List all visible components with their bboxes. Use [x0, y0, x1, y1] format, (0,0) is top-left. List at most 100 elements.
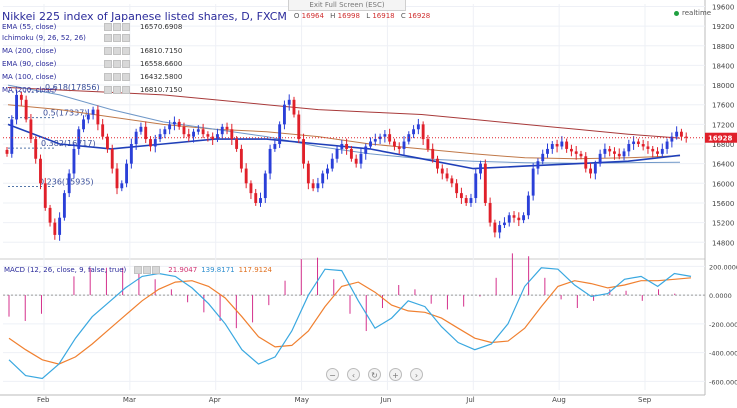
candle-body	[651, 148, 655, 152]
candle-body	[263, 173, 267, 199]
candle-body	[593, 163, 597, 174]
eye-icon[interactable]	[104, 34, 112, 42]
candle-body	[172, 121, 176, 125]
settings-icon[interactable]	[143, 266, 152, 274]
candle-body	[679, 131, 683, 137]
candle-body	[278, 124, 282, 145]
macd-header[interactable]: MACD (12, 26, close, 9, false, true) 21.…	[4, 266, 273, 274]
candle-body	[393, 141, 396, 147]
moving-average-line	[7, 84, 681, 164]
close-icon[interactable]	[122, 23, 130, 31]
candle-body	[670, 136, 674, 142]
candle-body	[479, 163, 482, 174]
indicator-row[interactable]: MA (200, close) 16810.7150	[2, 47, 183, 55]
candle-body	[536, 161, 540, 169]
macd-y-tick-label: -400.0000	[709, 350, 737, 358]
candle-body	[574, 151, 578, 154]
x-tick-label: Jun	[379, 396, 391, 404]
zoom-in-icon[interactable]: +	[389, 368, 402, 381]
close-icon[interactable]	[122, 47, 130, 55]
candle-body	[464, 198, 468, 203]
candle-body	[316, 183, 320, 189]
candle-body	[603, 148, 607, 154]
ohlc-readout: O 16964 H 16998 L 16918 C 16928	[293, 12, 431, 20]
candle-body	[660, 148, 664, 154]
candle-body	[216, 134, 219, 140]
candle-body	[656, 151, 659, 154]
fib-level-label: 0.382(16717)	[41, 139, 96, 148]
close-icon[interactable]	[122, 34, 130, 42]
y-tick-label: 19600	[712, 3, 734, 11]
settings-icon[interactable]	[113, 86, 121, 94]
indicator-row[interactable]: EMA (90, close) 16558.6600	[2, 60, 183, 68]
candle-body	[82, 119, 85, 130]
scroll-left-icon[interactable]: ‹	[347, 368, 360, 381]
macd-signal-line	[8, 277, 692, 365]
eye-icon[interactable]	[104, 73, 112, 81]
candle-body	[531, 168, 535, 196]
y-tick-label: 15600	[712, 200, 734, 208]
close-icon[interactable]	[152, 266, 161, 274]
candle-body	[149, 139, 152, 147]
reset-icon[interactable]: ↻	[368, 368, 381, 381]
candle-body	[249, 183, 253, 194]
indicator-row[interactable]: MA (200, close) 16810.7150	[2, 86, 183, 94]
candle-body	[646, 146, 650, 149]
candle-body	[565, 141, 569, 149]
candle-body	[115, 168, 119, 189]
eye-icon[interactable]	[104, 60, 112, 68]
candle-body	[335, 148, 339, 159]
candle-body	[326, 168, 329, 174]
settings-icon[interactable]	[113, 34, 121, 42]
candle-body	[378, 136, 382, 140]
candle-body	[5, 149, 9, 154]
indicator-row[interactable]: EMA (55, close) 16570.6908	[2, 23, 183, 31]
realtime-dot-icon	[674, 10, 679, 16]
exit-full-screen-button[interactable]: Exit Full Screen (ESC)	[288, 0, 406, 11]
fib-level-label: 0.618(17856)	[45, 83, 100, 92]
close-icon[interactable]	[122, 60, 130, 68]
eye-icon[interactable]	[134, 266, 143, 274]
chart-title: Nikkei 225 index of Japanese listed shar…	[2, 9, 287, 23]
x-tick-label: Feb	[37, 396, 50, 404]
candle-body	[617, 153, 621, 157]
candle-body	[206, 134, 210, 137]
candle-body	[259, 198, 262, 203]
candle-body	[349, 148, 353, 159]
scroll-right-icon[interactable]: ›	[410, 368, 423, 381]
indicator-row[interactable]: Ichimoku (9, 26, 52, 26)	[2, 33, 140, 43]
candle-body	[373, 139, 377, 142]
candle-body	[230, 129, 234, 140]
candle-body	[120, 183, 124, 189]
candle-body	[192, 131, 195, 137]
candle-body	[134, 131, 138, 145]
candle-body	[268, 148, 272, 174]
candle-body	[503, 222, 506, 226]
settings-icon[interactable]	[113, 73, 121, 81]
realtime-indicator: realtime	[674, 9, 711, 17]
close-icon[interactable]	[122, 86, 130, 94]
settings-icon[interactable]	[113, 23, 121, 31]
open-value: 16964	[301, 12, 324, 20]
candle-body	[306, 163, 310, 184]
candle-body	[546, 148, 549, 154]
indicator-row[interactable]: MA (100, close) 16432.5800	[2, 73, 183, 81]
settings-icon[interactable]	[113, 60, 121, 68]
y-tick-label: 18000	[712, 82, 734, 90]
eye-icon[interactable]	[104, 23, 112, 31]
candle-body	[641, 144, 645, 147]
settings-icon[interactable]	[113, 47, 121, 55]
low-value: 16918	[372, 12, 395, 20]
candle-body	[340, 144, 344, 149]
candle-body	[569, 148, 573, 152]
zoom-out-icon[interactable]: −	[326, 368, 339, 381]
macd-y-tick-label: 0.0000	[709, 292, 732, 300]
candle-body	[436, 158, 439, 169]
candle-body	[77, 129, 81, 149]
eye-icon[interactable]	[104, 86, 112, 94]
eye-icon[interactable]	[104, 47, 112, 55]
close-icon[interactable]	[122, 73, 130, 81]
macd-line	[8, 267, 692, 380]
candle-body	[364, 146, 368, 154]
